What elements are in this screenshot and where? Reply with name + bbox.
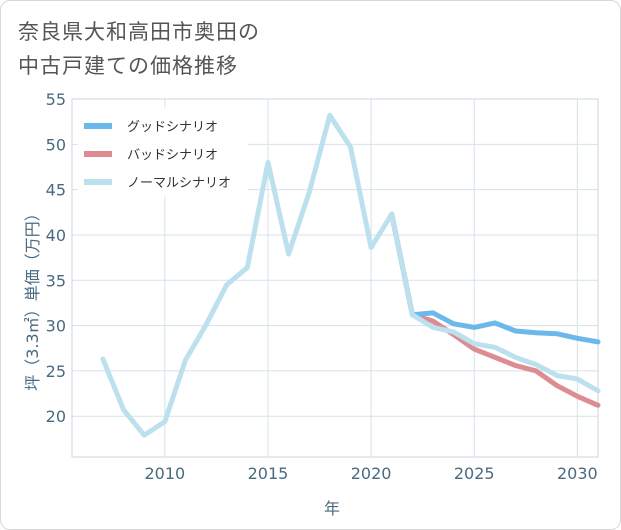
series-lines <box>100 112 601 438</box>
series-line-0 <box>389 211 601 345</box>
y-tick-label: 25 <box>46 362 66 381</box>
y-tick-label: 35 <box>46 271 66 290</box>
x-tick-label: 2010 <box>144 464 185 483</box>
chart-title: 奈良県大和高田市奥田の 中古戸建ての価格推移 <box>18 15 260 83</box>
x-tick-label: 2020 <box>351 464 392 483</box>
plot-frame <box>71 98 599 458</box>
y-axis-ticks: 20 25 30 35 40 45 50 55 <box>46 90 66 426</box>
y-tick-label: 50 <box>46 135 66 154</box>
legend-entry: ノーマルシナリオ <box>127 176 231 191</box>
x-axis-label: 年 <box>324 499 340 518</box>
y-tick-label: 45 <box>46 181 66 200</box>
series-line-1 <box>389 211 601 408</box>
x-tick-label: 2015 <box>248 464 289 483</box>
series-line-2 <box>100 112 601 438</box>
chart-title-line-2: 中古戸建ての価格推移 <box>18 54 238 78</box>
y-tick-label: 40 <box>46 226 66 245</box>
y-tick-label: 55 <box>46 90 66 109</box>
x-axis-ticks: 2010 2015 2020 2025 2030 <box>144 464 597 483</box>
chart-title-line-1: 奈良県大和高田市奥田の <box>18 20 260 44</box>
y-tick-label: 30 <box>46 317 66 336</box>
y-tick-label: 20 <box>46 407 66 426</box>
x-tick-label: 2030 <box>557 464 598 483</box>
legend-entry: バッドシナリオ <box>127 148 218 163</box>
y-axis-label: 坪（3.3㎡）単価（万円） <box>23 205 42 390</box>
x-tick-label: 2025 <box>454 464 495 483</box>
legend-entry: グッドシナリオ <box>127 120 218 135</box>
